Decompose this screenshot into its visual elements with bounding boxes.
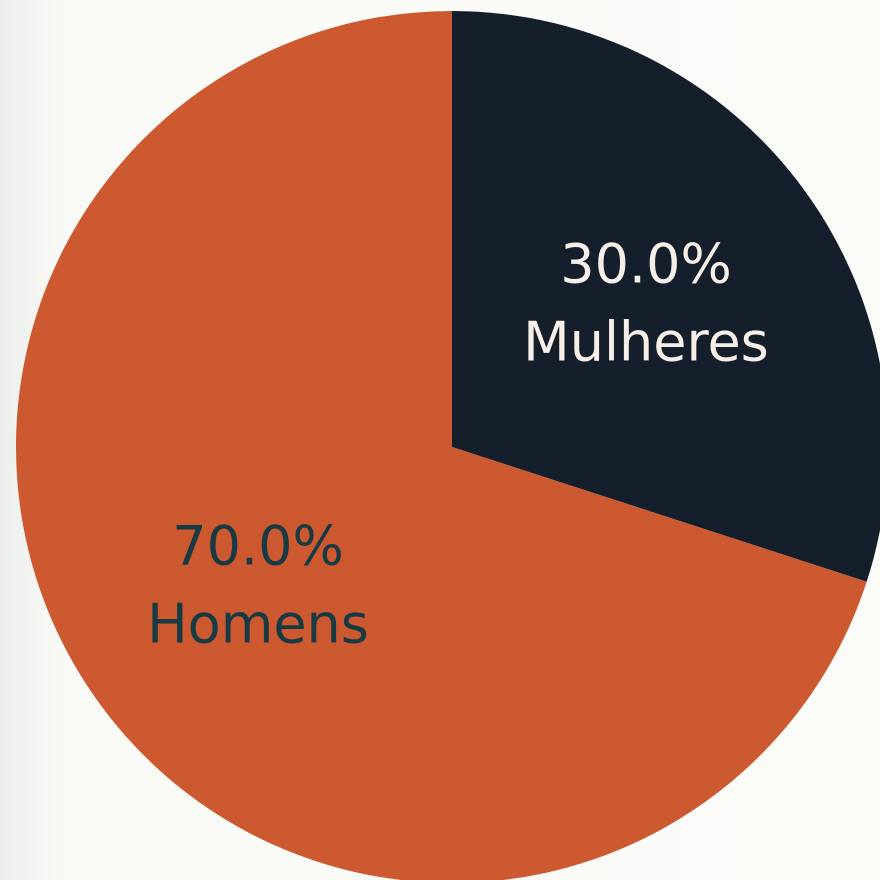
- slice-value-label: 70.0%: [172, 515, 344, 578]
- pie-slice: [452, 11, 880, 582]
- slice-value-label: 30.0%: [560, 233, 732, 296]
- pie-slice: [16, 11, 867, 880]
- slice-category-label: Mulheres: [523, 311, 769, 374]
- slice-category-label: Homens: [147, 593, 369, 656]
